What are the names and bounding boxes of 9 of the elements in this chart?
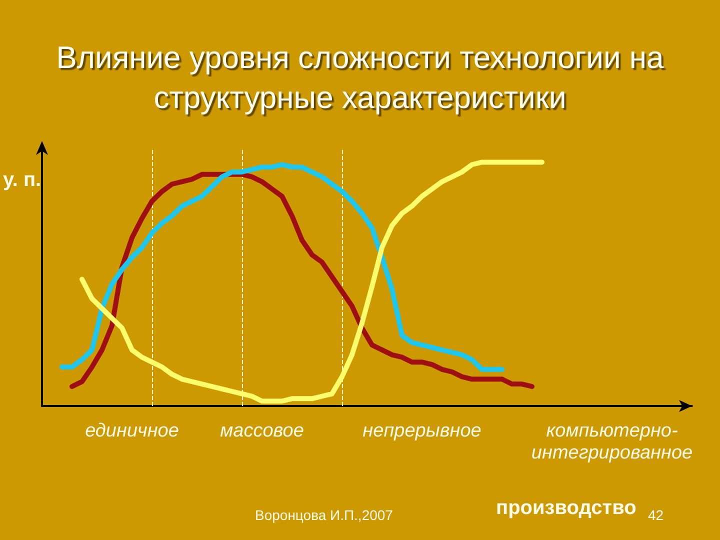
x-tick-label: компьютерно-интегрированное <box>531 420 693 464</box>
text: Воронцова И.П.,2007 <box>255 507 394 523</box>
text: 42 <box>648 507 664 523</box>
x-tick-label: непрерывное <box>362 420 482 442</box>
x-tick-label: единичное <box>85 420 179 442</box>
chart-title: Влияние уровня сложности технологии на структурные характеристики <box>55 39 665 117</box>
x-axis-title: производство <box>496 497 636 519</box>
y-axis-title: у. п. <box>3 169 42 191</box>
x-tick-label: массовое <box>220 420 304 442</box>
